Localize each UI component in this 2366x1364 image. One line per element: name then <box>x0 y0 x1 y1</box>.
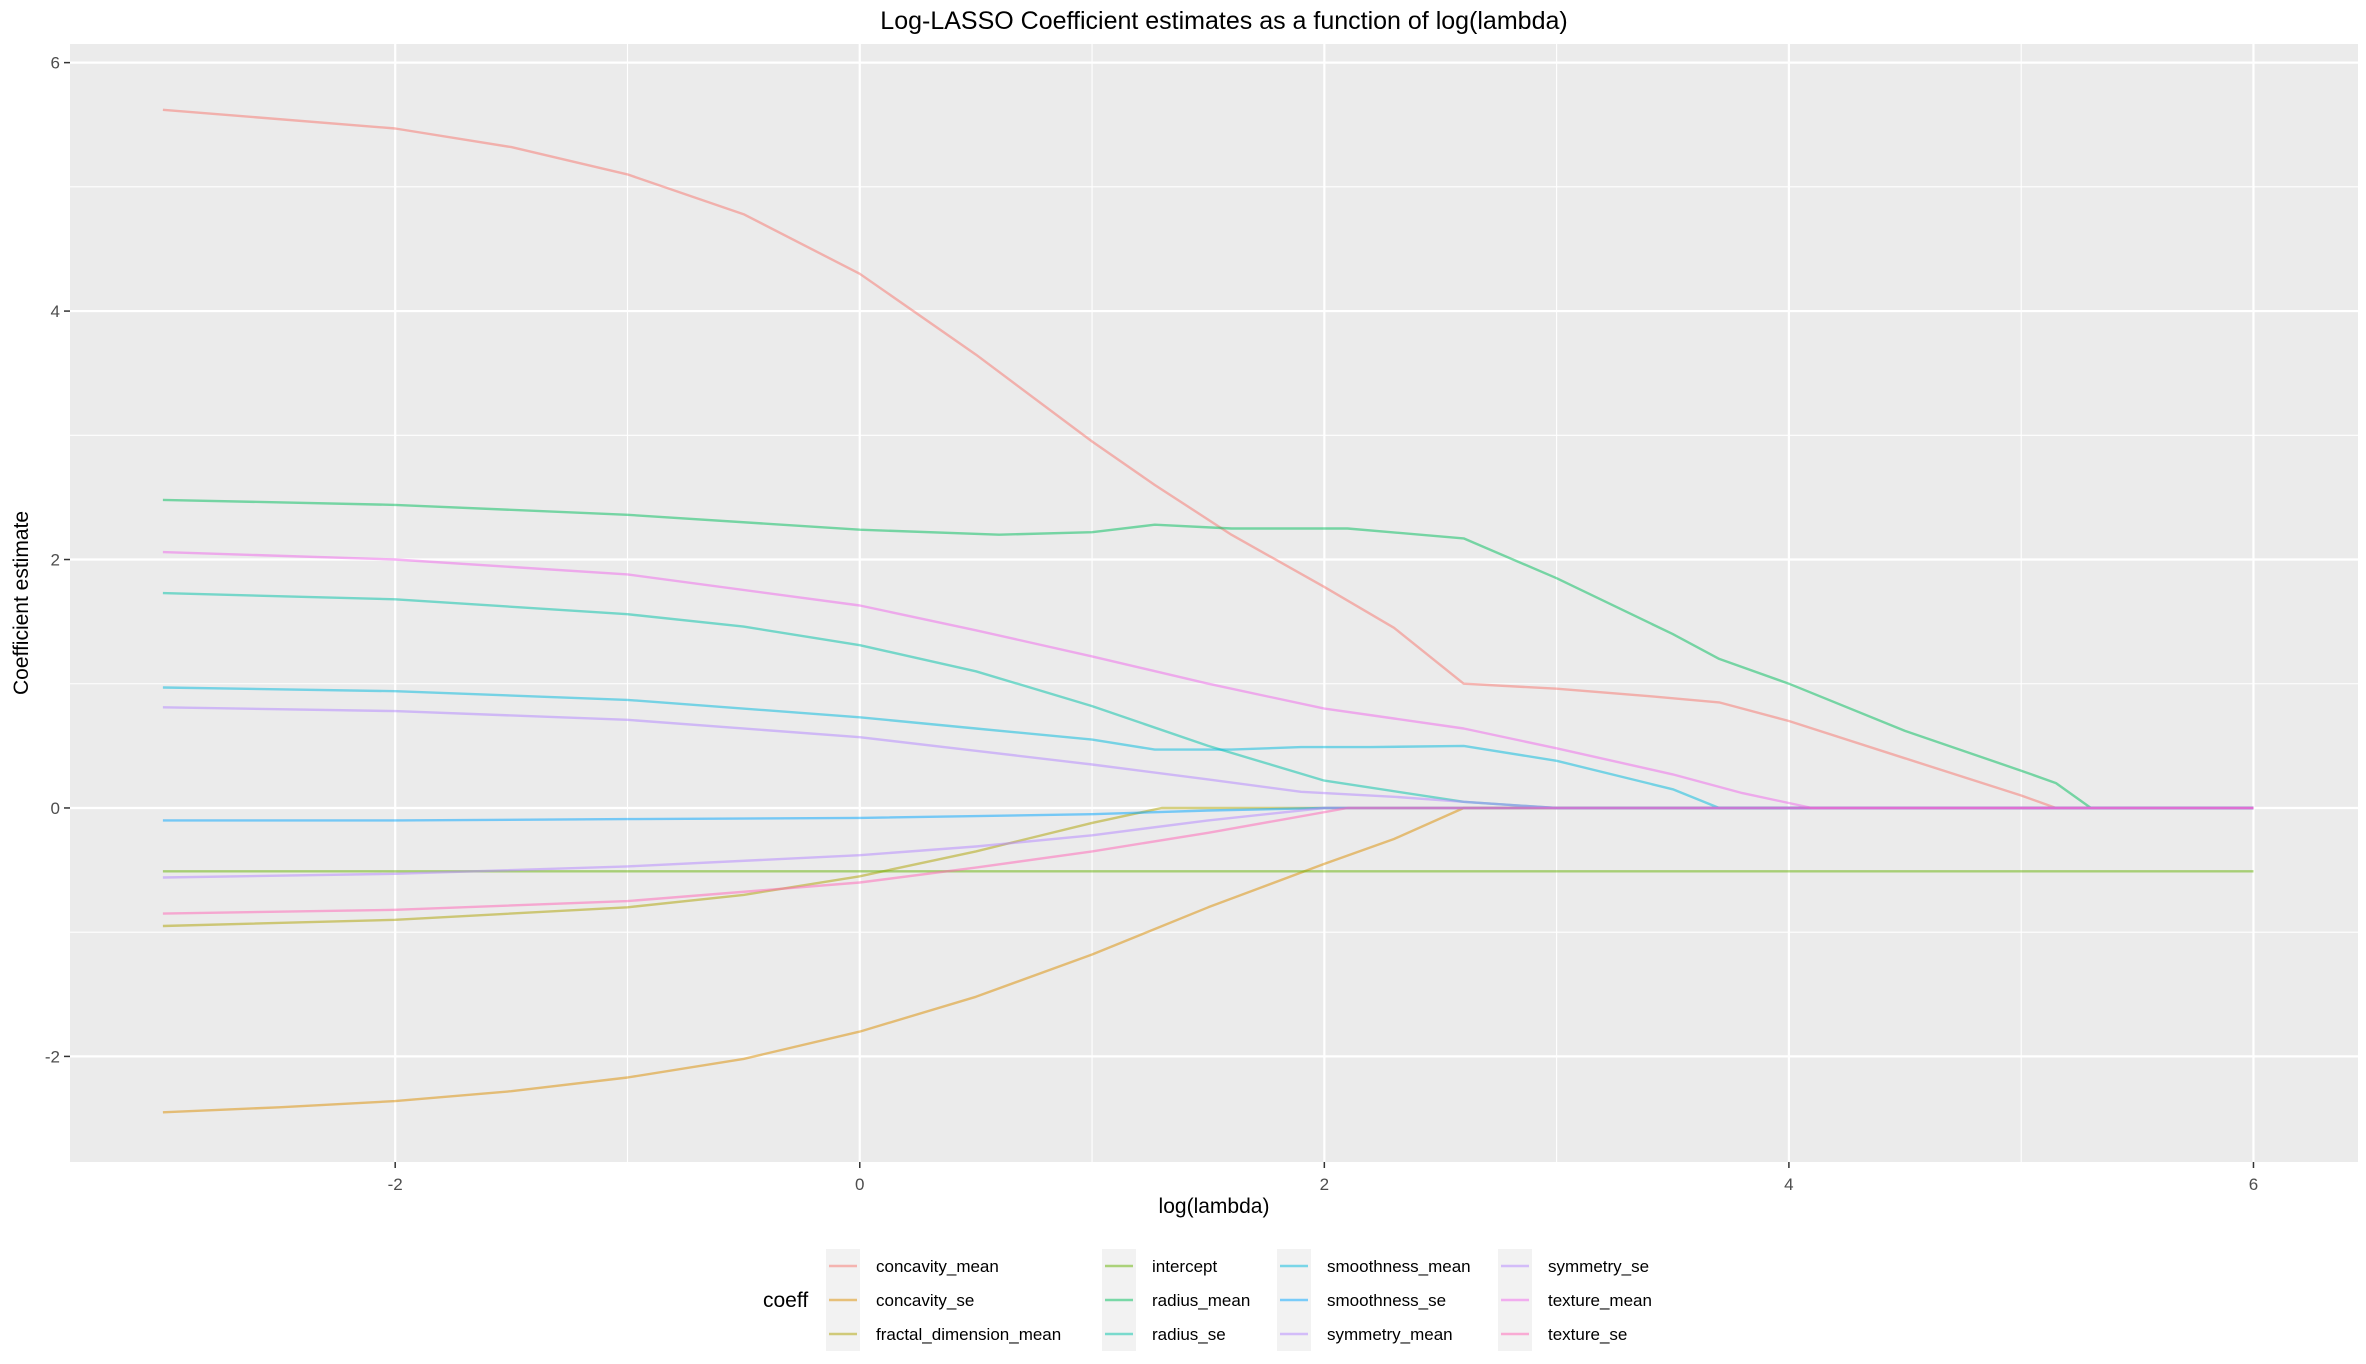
y-tick-label: 0 <box>51 799 60 818</box>
y-tick-label: 2 <box>51 551 60 570</box>
x-tick-label: 0 <box>855 1175 864 1194</box>
series-line-smoothness-mean <box>162 686 2254 810</box>
series-line-symmetry-mean <box>162 706 2254 810</box>
x-tick-label: 6 <box>2249 1175 2258 1194</box>
legend-label: intercept <box>1152 1257 1217 1276</box>
plot-panel <box>70 44 2358 1162</box>
y-tick-label: 4 <box>51 302 60 321</box>
legend-label: texture_se <box>1548 1325 1627 1344</box>
legend-label: smoothness_se <box>1327 1291 1446 1310</box>
legend-label: concavity_se <box>876 1291 974 1310</box>
legend-label: symmetry_se <box>1548 1257 1649 1276</box>
series-line-smoothness-se <box>162 806 2254 822</box>
legend-label: radius_se <box>1152 1325 1226 1344</box>
legend-title: coeff <box>763 1289 808 1312</box>
x-axis-title: log(lambda) <box>1159 1195 1270 1218</box>
series-line-texture-se <box>162 806 2254 915</box>
x-tick-label: 2 <box>1320 1175 1329 1194</box>
y-tick-label: 6 <box>51 54 60 73</box>
legend: coeff concavity_mean concavity_se fractal_… <box>763 1249 1652 1351</box>
series-line-radius-mean <box>162 498 2254 810</box>
x-tick-label: 4 <box>1784 1175 1793 1194</box>
grid-major <box>70 44 2358 1162</box>
series-line-concavity-mean <box>162 108 2254 810</box>
series-line-symmetry-se <box>162 806 2254 879</box>
y-tick-label: -2 <box>45 1047 60 1066</box>
legend-label: concavity_mean <box>876 1257 999 1276</box>
series-line-concavity-se <box>162 806 2254 1114</box>
x-tick-label: -2 <box>388 1175 403 1194</box>
legend-items: concavity_mean concavity_se fractal_dimens… <box>826 1249 1652 1351</box>
legend-label: radius_mean <box>1152 1291 1250 1310</box>
series-line-texture-mean <box>162 550 2254 810</box>
y-axis-title: Coefficient estimate <box>10 511 33 695</box>
series-layer <box>162 108 2254 1114</box>
legend-label: symmetry_mean <box>1327 1325 1453 1344</box>
x-axis: -2 0 2 4 6 <box>388 1162 2258 1194</box>
legend-label: texture_mean <box>1548 1291 1652 1310</box>
y-axis: -2 0 2 4 6 <box>45 54 70 1066</box>
legend-label: smoothness_mean <box>1327 1257 1471 1276</box>
legend-label: fractal_dimension_mean <box>876 1325 1061 1344</box>
chart-title: Log-LASSO Coefficient estimates as a fun… <box>880 7 1567 35</box>
